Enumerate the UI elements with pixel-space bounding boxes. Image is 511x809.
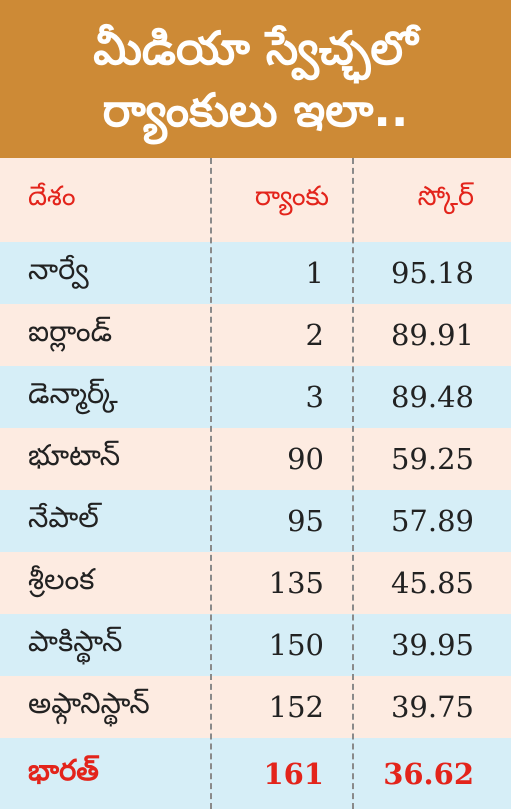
rankings-table: దేశం ర్యాంకు స్కోర్ నార్వే 1 95.18 ఐర్లా… (0, 158, 511, 809)
rank-value: 135 (268, 566, 324, 600)
table-row: పాకిస్థాన్ 150 39.95 (0, 614, 511, 676)
table-row: శ్రీలంక 135 45.85 (0, 552, 511, 614)
score-value: 36.62 (383, 756, 474, 791)
country-name: నేపాల్ (28, 500, 99, 534)
title-banner: మీడియా స్వేచ్ఛలో ర్యాంకులు ఇలా.. (0, 0, 511, 158)
country-name: ఐర్లాండ్ (28, 314, 113, 348)
table-row: భూటాన్ 90 59.25 (0, 428, 511, 490)
country-name: భూటాన్ (28, 438, 121, 472)
column-header-rank: ర్యాంకు (254, 181, 329, 212)
country-name: నార్వే (28, 252, 89, 286)
score-value: 95.18 (390, 256, 474, 290)
table-row: నార్వే 1 95.18 (0, 242, 511, 304)
score-value: 39.75 (390, 690, 474, 724)
table-header-row: దేశం ర్యాంకు స్కోర్ (0, 158, 511, 242)
country-name: డెన్మార్క్ (28, 376, 118, 410)
table-row: ఐర్లాండ్ 2 89.91 (0, 304, 511, 366)
score-value: 39.95 (390, 628, 474, 662)
column-divider-1 (210, 158, 212, 809)
rank-value: 1 (305, 256, 324, 290)
rank-value: 150 (268, 628, 324, 662)
table-row: నేపాల్ 95 57.89 (0, 490, 511, 552)
highlighted-row-india: భారత్ 161 36.62 (0, 738, 511, 809)
rank-value: 161 (263, 756, 324, 791)
column-header-score: స్కోర్ (417, 181, 474, 212)
rank-value: 90 (287, 442, 324, 476)
title-line-2: ర్యాంకులు ఇలా.. (102, 83, 409, 137)
column-divider-2 (352, 158, 354, 809)
rank-value: 95 (287, 504, 324, 538)
score-value: 57.89 (390, 504, 474, 538)
score-value: 89.91 (390, 318, 474, 352)
score-value: 89.48 (390, 380, 474, 414)
column-header-country: దేశం (28, 181, 76, 212)
rank-value: 152 (268, 690, 324, 724)
rank-value: 2 (305, 318, 324, 352)
score-value: 59.25 (390, 442, 474, 476)
score-value: 45.85 (390, 566, 474, 600)
country-name: భారత్ (28, 752, 99, 787)
table-row: అఫ్గానిస్థాన్ 152 39.75 (0, 676, 511, 738)
country-name: పాకిస్థాన్ (28, 624, 123, 658)
country-name: శ్రీలంక (28, 562, 95, 596)
table-row: డెన్మార్క్ 3 89.48 (0, 366, 511, 428)
country-name: అఫ్గానిస్థాన్ (28, 686, 150, 720)
title-line-1: మీడియా స్వేచ్ఛలో (93, 21, 418, 75)
rank-value: 3 (305, 380, 324, 414)
